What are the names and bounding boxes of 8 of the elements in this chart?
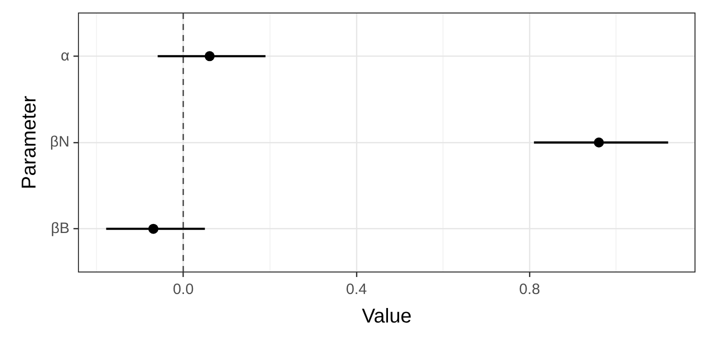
x-tick-label: 0.0 [172, 281, 194, 298]
y-tick-label: βB [50, 220, 70, 237]
x-axis-title: Value [362, 306, 412, 328]
x-tick-label: 0.8 [519, 281, 540, 298]
y-axis-title: Parameter [18, 95, 41, 190]
y-tick-label: βN [50, 134, 70, 151]
y-tick-label: α [60, 47, 70, 64]
x-tick-label: 0.4 [346, 281, 367, 298]
